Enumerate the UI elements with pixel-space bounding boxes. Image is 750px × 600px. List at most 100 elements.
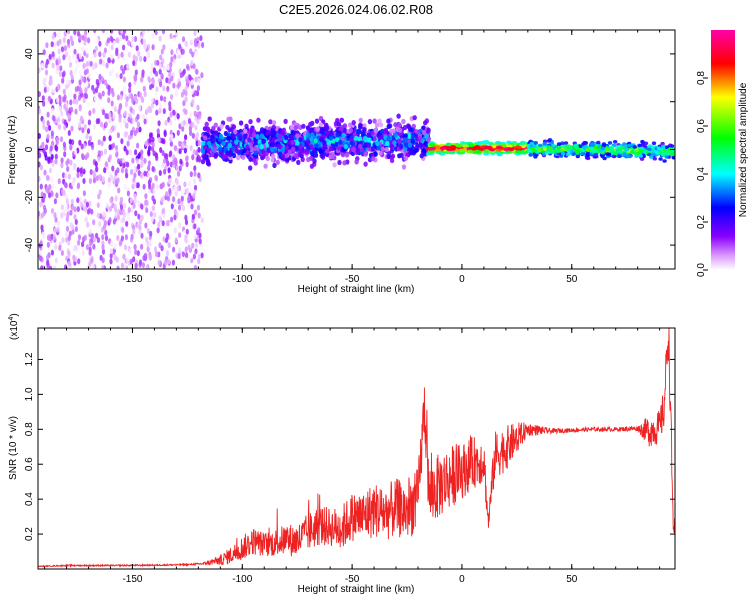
- heatmap-cell: [123, 244, 128, 251]
- heatmap-cell: [186, 63, 190, 70]
- heatmap-cell: [528, 153, 533, 157]
- heatmap-cell: [48, 167, 53, 174]
- heatmap-cell: [194, 242, 198, 248]
- heatmap-cell: [176, 129, 180, 136]
- heatmap-cell: [138, 91, 142, 98]
- heatmap-cell: [142, 183, 146, 190]
- heatmap-cell: [83, 234, 87, 241]
- heatmap-cell: [429, 143, 436, 147]
- heatmap-cell: [358, 117, 363, 123]
- heatmap-cell: [187, 244, 191, 251]
- heatmap-cell: [189, 145, 193, 151]
- heatmap-cell: [101, 30, 106, 34]
- heatmap-cell: [126, 63, 130, 70]
- heatmap-cell: [283, 118, 288, 124]
- heatmap-cell: [624, 147, 629, 152]
- spectrogram-x-axis: -150 -100 -50 0 50: [44, 30, 661, 285]
- heatmap-cell: [92, 236, 97, 243]
- heatmap-cell: [119, 103, 123, 110]
- heatmap-cell: [158, 68, 162, 75]
- snr-x-label: Height of straight line (km): [298, 584, 415, 595]
- heatmap-cell: [184, 109, 188, 115]
- heatmap-cell: [54, 216, 58, 223]
- heatmap-cell: [53, 227, 57, 234]
- heatmap-cell: [127, 116, 131, 123]
- heatmap-cell: [271, 132, 277, 138]
- heatmap-cell: [192, 253, 196, 260]
- heatmap-cell: [39, 164, 44, 171]
- heatmap-cell: [69, 159, 73, 166]
- heatmap-cell: [97, 118, 101, 124]
- heatmap-cell: [630, 150, 635, 154]
- heatmap-cell: [76, 172, 80, 179]
- heatmap-cell: [328, 135, 334, 141]
- heatmap-cell: [72, 254, 76, 261]
- heatmap-cell: [390, 153, 396, 159]
- heatmap-cell: [124, 122, 128, 129]
- heatmap-cell: [191, 213, 195, 220]
- heatmap-cell: [338, 126, 343, 132]
- heatmap-cell: [85, 61, 89, 68]
- heatmap-cell: [58, 38, 62, 45]
- heatmap-cell: [197, 227, 201, 234]
- heatmap-cell: [157, 221, 161, 228]
- heatmap-cell: [309, 136, 314, 142]
- heatmap-cell: [251, 132, 257, 138]
- heatmap-cell: [86, 128, 91, 135]
- spectrogram-panel: -150 -100 -50 0 50 -40 -20 0 20 40 Height of str…: [7, 29, 676, 295]
- heatmap-cell: [180, 91, 184, 98]
- heatmap-cell: [97, 99, 101, 106]
- heatmap-cell: [168, 187, 172, 194]
- heatmap-cell: [93, 51, 97, 58]
- heatmap-cell: [175, 165, 179, 172]
- heatmap-cell: [206, 147, 212, 153]
- heatmap-cell: [72, 245, 76, 252]
- heatmap-cell: [45, 126, 49, 133]
- heatmap-cell: [85, 52, 89, 59]
- heatmap-cell: [197, 258, 201, 265]
- heatmap-cell: [95, 37, 99, 44]
- heatmap-cell: [103, 148, 108, 155]
- heatmap-cell: [185, 187, 190, 194]
- heatmap-cell: [589, 142, 595, 147]
- heatmap-cell: [109, 197, 113, 204]
- heatmap-cell: [377, 135, 382, 141]
- heatmap-cell: [66, 38, 71, 45]
- heatmap-cell: [123, 262, 127, 269]
- heatmap-cell: [135, 98, 139, 104]
- heatmap-cell: [206, 160, 211, 166]
- heatmap-cell: [142, 85, 146, 92]
- heatmap-cell: [46, 241, 51, 248]
- heatmap-cell: [180, 195, 184, 202]
- heatmap-cell: [148, 132, 153, 139]
- heatmap-cell: [112, 218, 116, 225]
- heatmap-cell: [72, 98, 76, 105]
- heatmap-cell: [383, 128, 388, 134]
- heatmap-cell: [86, 221, 90, 228]
- heatmap-cell: [143, 118, 147, 125]
- heatmap-cell: [62, 70, 66, 77]
- heatmap-cell: [182, 100, 186, 107]
- heatmap-cell: [526, 149, 532, 153]
- heatmap-cell: [268, 119, 273, 125]
- heatmap-cell: [354, 135, 359, 141]
- heatmap-cell: [290, 139, 295, 145]
- heatmap-cell: [148, 206, 152, 213]
- heatmap-cell: [122, 76, 126, 83]
- heatmap-cell: [197, 146, 201, 153]
- heatmap-cell: [357, 128, 362, 134]
- heatmap-cell: [143, 91, 147, 98]
- heatmap-cell: [84, 216, 88, 223]
- heatmap-cell: [343, 144, 349, 150]
- heatmap-cell: [136, 113, 140, 120]
- heatmap-cell: [651, 141, 657, 145]
- heatmap-cell: [41, 95, 45, 102]
- heatmap-cell: [227, 142, 232, 148]
- heatmap-cell: [101, 248, 106, 255]
- heatmap-cell: [49, 75, 53, 82]
- heatmap-cell: [46, 86, 50, 92]
- heatmap-cell: [123, 64, 127, 71]
- heatmap-cell: [109, 258, 113, 265]
- heatmap-cell: [131, 117, 135, 124]
- heatmap-cell: [84, 35, 88, 42]
